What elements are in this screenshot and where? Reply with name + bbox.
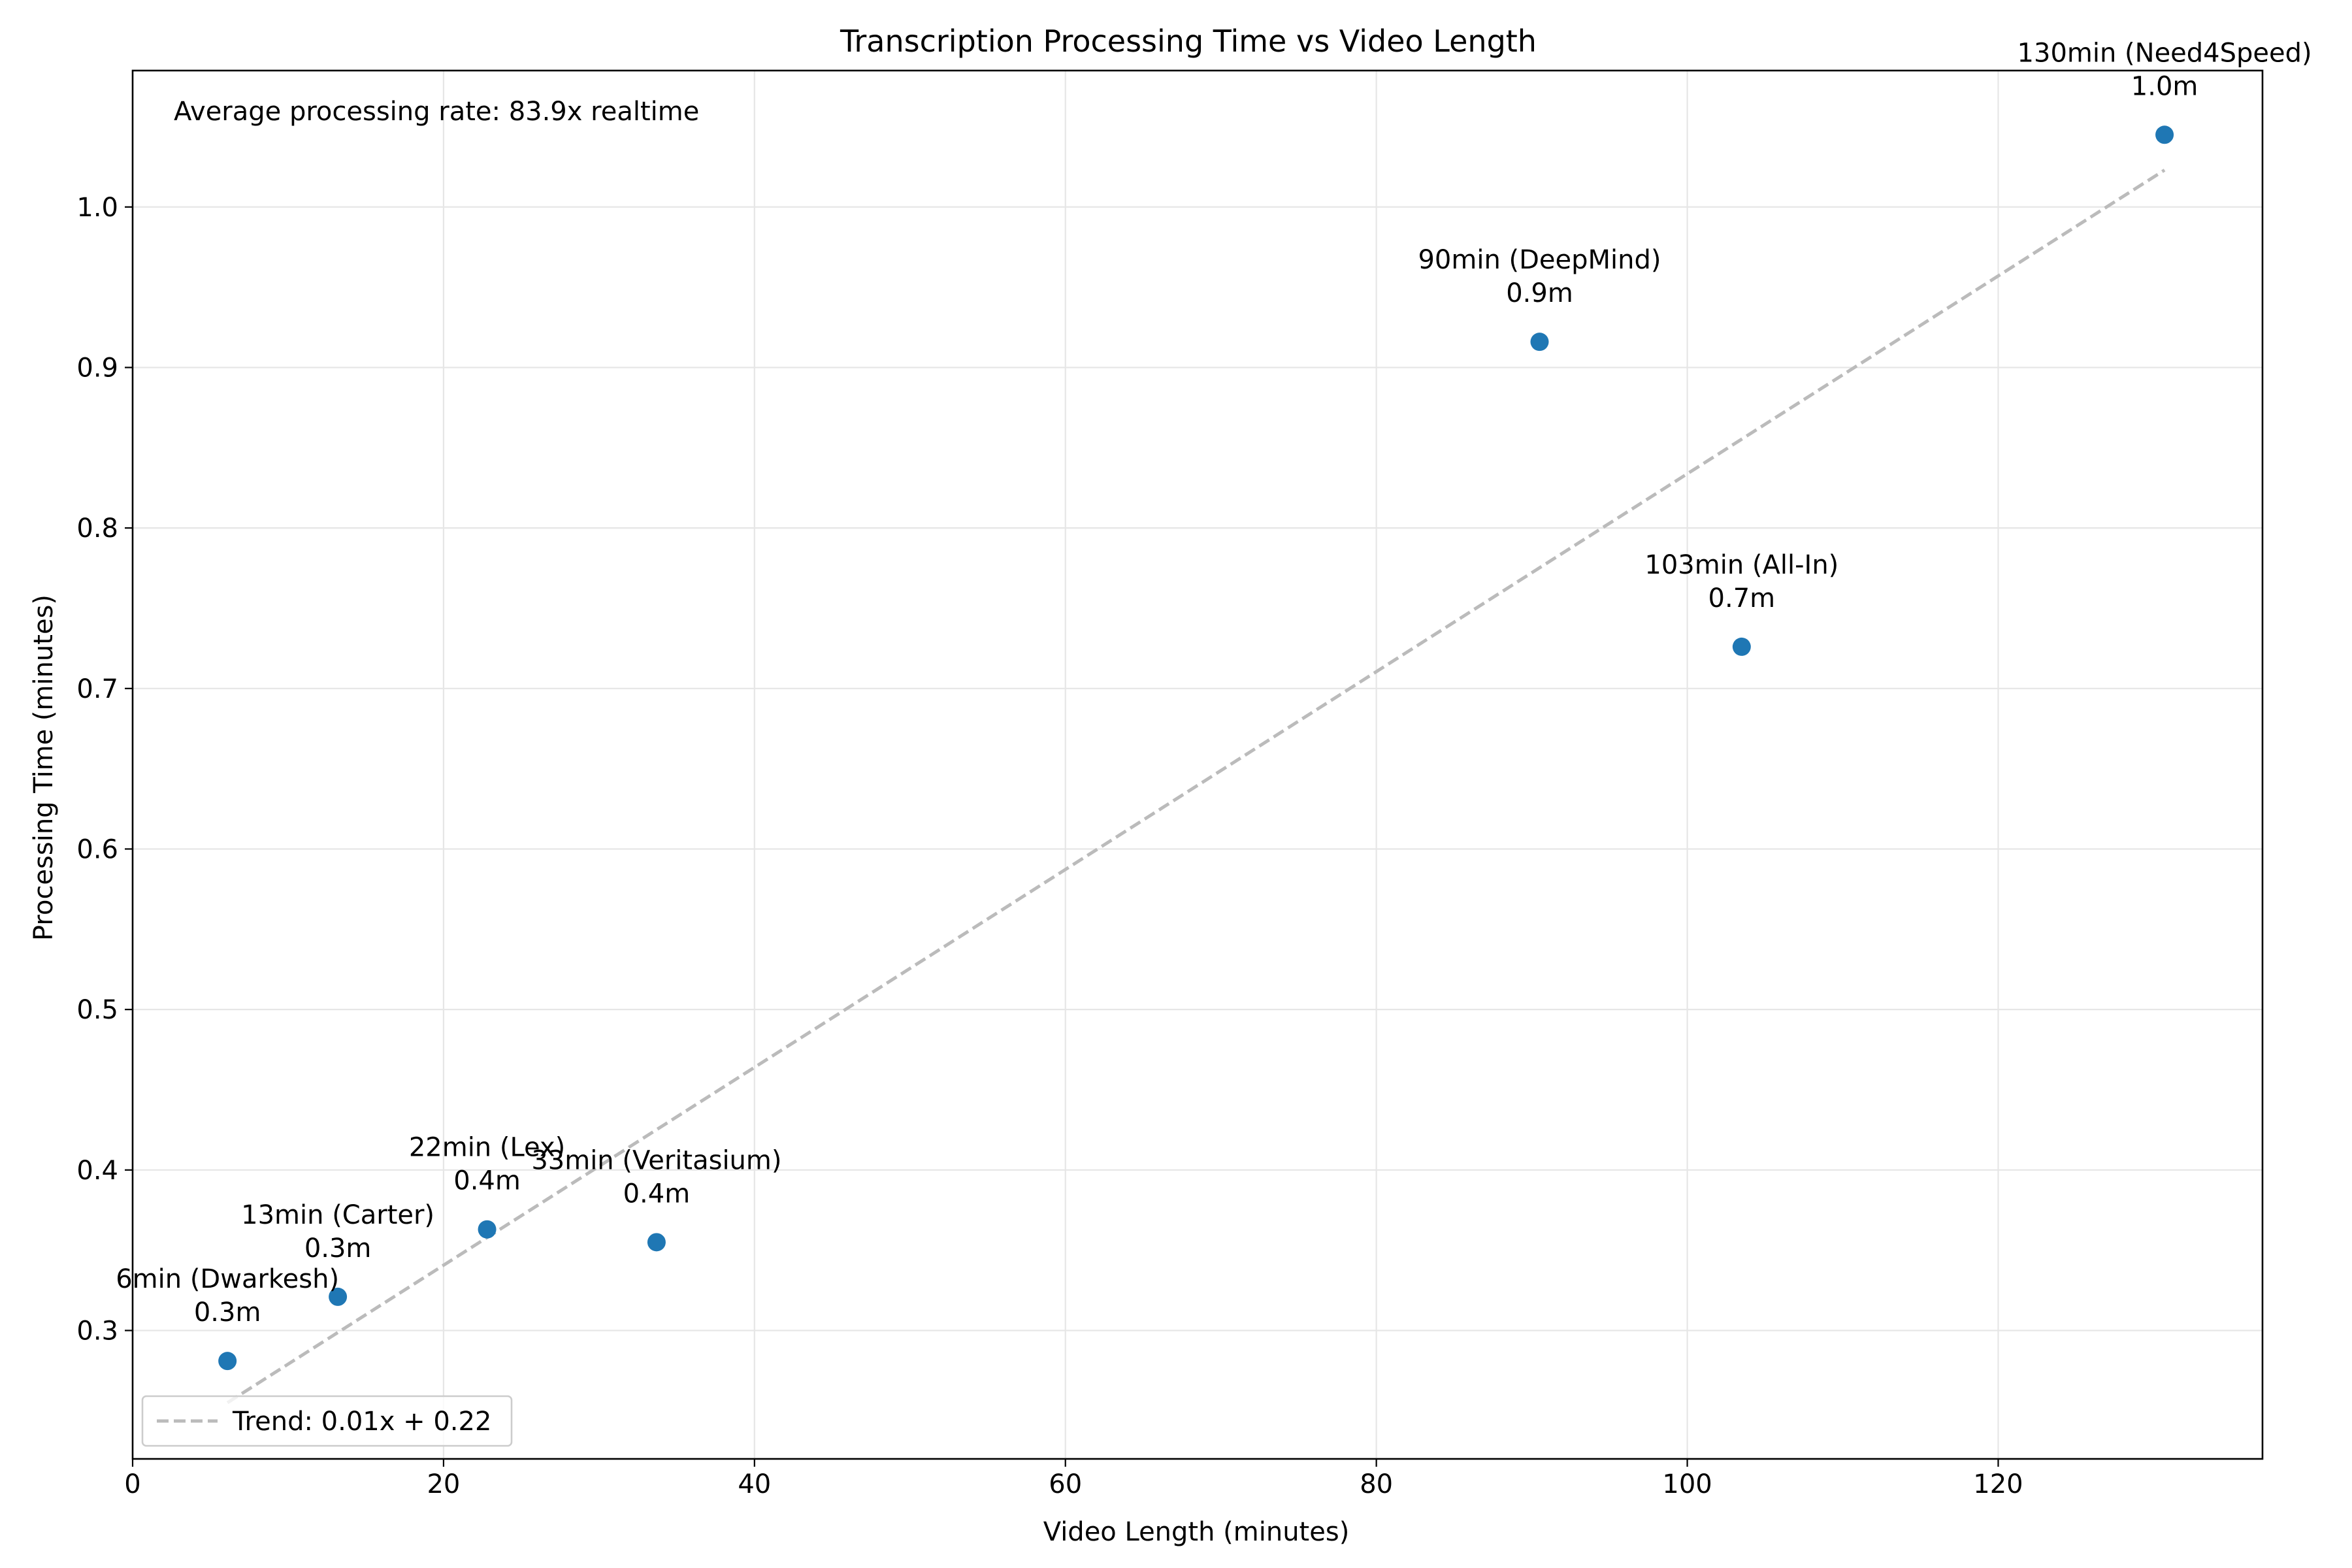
point-value-label: 0.3m [194,1298,261,1328]
data-point [647,1233,666,1252]
point-name-label: 103min (All-In) [1644,550,1838,580]
y-axis-label: Processing Time (minutes) [29,595,59,941]
point-name-label: 22min (Lex) [409,1133,565,1163]
legend: Trend: 0.01x + 0.22 [141,1395,513,1447]
legend-box [141,1395,513,1447]
point-name-label: 130min (Need4Speed) [2017,38,2312,68]
y-tick-label: 0.4 [76,1156,118,1186]
data-point [218,1352,237,1371]
point-name-label: 13min (Carter) [241,1200,434,1230]
point-value-label: 1.0m [2131,71,2198,101]
point-value-label: 0.4m [623,1179,691,1209]
axis-ticks: 0 20 40 60 80 100 120 0.3 0.4 0.5 0.6 0.7 0.8 0.9 1.0 [76,193,2023,1499]
y-tick-label: 0.8 [76,514,118,544]
legend-trend-label: Trend: 0.01x + 0.22 [232,1407,491,1437]
point-value-label: 0.7m [1708,583,1776,613]
y-tick-label: 0.6 [76,834,118,864]
point-value-label: 0.4m [453,1166,521,1196]
point-value-label: 0.9m [1506,278,1573,308]
x-axis-label: Video Length (minutes) [1043,1517,1350,1547]
average-rate-annotation: Average processing rate: 83.9x realtime [174,97,699,127]
x-tick-label: 80 [1360,1469,1393,1499]
y-tick-label: 0.3 [76,1316,118,1346]
data-point [1732,637,1751,656]
data-point [329,1287,348,1306]
grid-lines [131,71,2262,1459]
y-tick-label: 0.5 [76,995,118,1025]
y-tick-label: 0.7 [76,674,118,704]
point-name-label: 33min (Veritasium) [531,1145,781,1175]
data-points [218,125,2174,1371]
y-tick-label: 1.0 [76,193,118,223]
point-name-label: 6min (Dwarkesh) [116,1264,339,1294]
x-tick-label: 60 [1049,1469,1082,1499]
y-tick-label: 0.9 [76,353,118,383]
x-tick-label: 120 [1973,1469,2023,1499]
point-value-label: 0.3m [304,1233,372,1264]
x-tick-label: 100 [1662,1469,1712,1499]
point-name-label: 90min (DeepMind) [1418,245,1661,275]
trend-line [226,169,2166,1405]
x-tick-label: 0 [124,1469,140,1499]
data-point [1530,333,1549,351]
x-tick-label: 20 [427,1469,460,1499]
data-point [478,1220,497,1239]
chart-title: Transcription Processing Time vs Video L… [840,24,1537,59]
x-tick-label: 40 [738,1469,771,1499]
data-point [2155,125,2174,144]
plot-frame [131,69,2264,1460]
